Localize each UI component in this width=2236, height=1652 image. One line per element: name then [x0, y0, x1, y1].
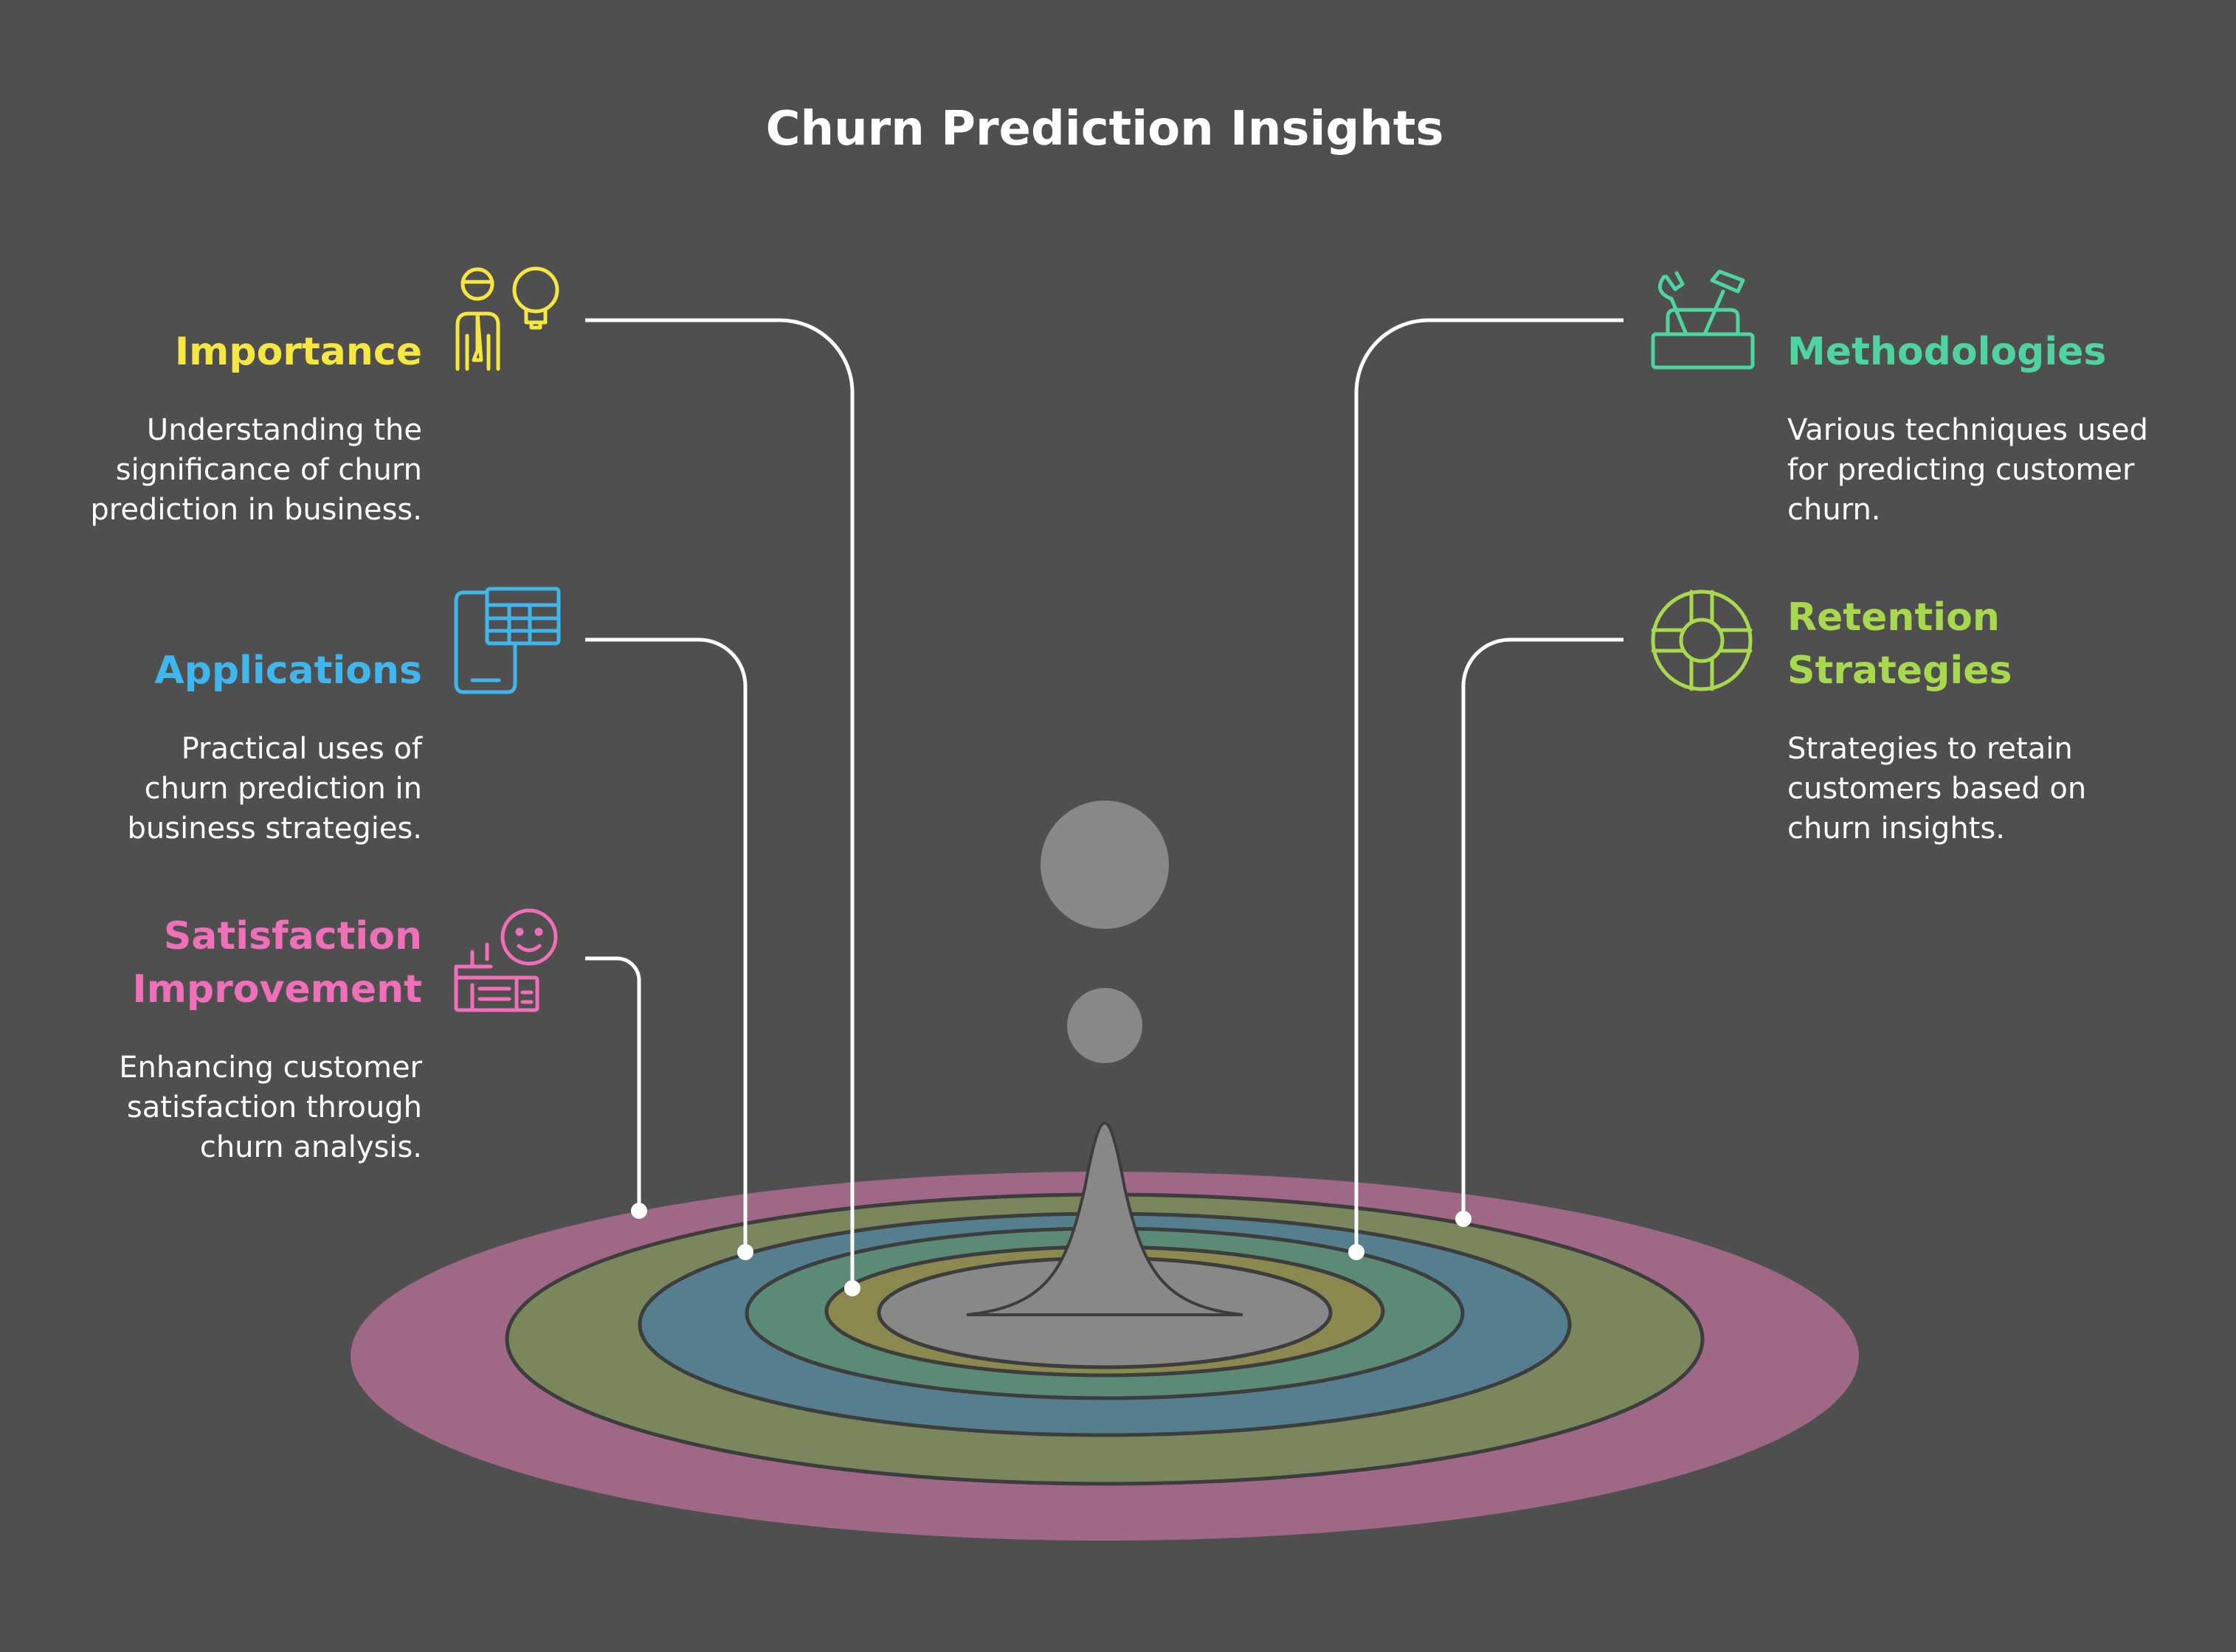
satisfaction-desc-2: satisfaction through — [127, 1091, 422, 1124]
satisfaction-heading-2: Improvement — [132, 967, 422, 1012]
connectors — [585, 318, 1623, 1296]
importance-desc-1: Understanding the — [147, 413, 422, 447]
connector-satisfaction — [585, 956, 641, 1211]
connector-methodologies — [1354, 318, 1623, 1252]
connector-dot-satisfaction — [631, 1203, 647, 1219]
importance-heading: Importance — [175, 330, 422, 374]
applications-heading: Applications — [154, 649, 422, 693]
item-importance: Importance Understanding the significanc… — [90, 330, 422, 527]
connector-dot-retention — [1455, 1211, 1471, 1227]
methodologies-desc-3: churn. — [1787, 493, 1881, 527]
connector-dot-applications — [737, 1244, 753, 1260]
connector-dot-importance — [844, 1280, 860, 1296]
item-methodologies: Methodologies Various techniques used fo… — [1787, 330, 2148, 527]
item-applications: Applications Practical uses of churn pre… — [128, 649, 423, 846]
retention-desc-3: churn insights. — [1787, 812, 2005, 846]
importance-desc-3: prediction in business. — [90, 493, 422, 527]
satisfaction-desc-3: churn analysis. — [200, 1130, 422, 1164]
item-satisfaction: Satisfaction Improvement Enhancing custo… — [119, 914, 422, 1164]
applications-desc-2: churn prediction in — [145, 772, 422, 806]
droplet-large — [1041, 801, 1169, 929]
methodologies-desc-2: for predicting customer — [1787, 453, 2135, 487]
retention-desc-2: customers based on — [1787, 772, 2086, 806]
importance-desc-2: significance of churn — [116, 453, 422, 487]
item-retention: Retention Strategies Strategies to retai… — [1787, 595, 2086, 846]
person-lightbulb-icon — [455, 266, 559, 371]
phone-spreadsheet-icon — [454, 587, 561, 694]
retention-heading-1: Retention — [1787, 595, 2000, 640]
methodologies-desc-1: Various techniques used — [1787, 413, 2148, 447]
methodologies-heading: Methodologies — [1787, 330, 2106, 374]
retention-heading-2: Strategies — [1787, 649, 2012, 693]
applications-desc-1: Practical uses of — [182, 732, 423, 766]
satisfaction-desc-1: Enhancing customer — [119, 1051, 422, 1085]
lifebuoy-icon — [1651, 590, 1753, 691]
splash-peak — [966, 1121, 1243, 1316]
connector-retention — [1461, 637, 1623, 1219]
retention-desc-1: Strategies to retain — [1787, 732, 2073, 766]
applications-desc-3: business strategies. — [128, 812, 423, 846]
connector-applications — [585, 637, 748, 1252]
droplet-small — [1067, 988, 1142, 1063]
smiley-desk-icon — [454, 908, 558, 1012]
page-title: Churn Prediction Insights — [766, 102, 1444, 156]
satisfaction-heading-1: Satisfaction — [164, 914, 422, 958]
connector-dot-methodologies — [1348, 1244, 1364, 1260]
toolbox-icon — [1651, 269, 1755, 370]
connector-importance — [585, 318, 855, 1288]
